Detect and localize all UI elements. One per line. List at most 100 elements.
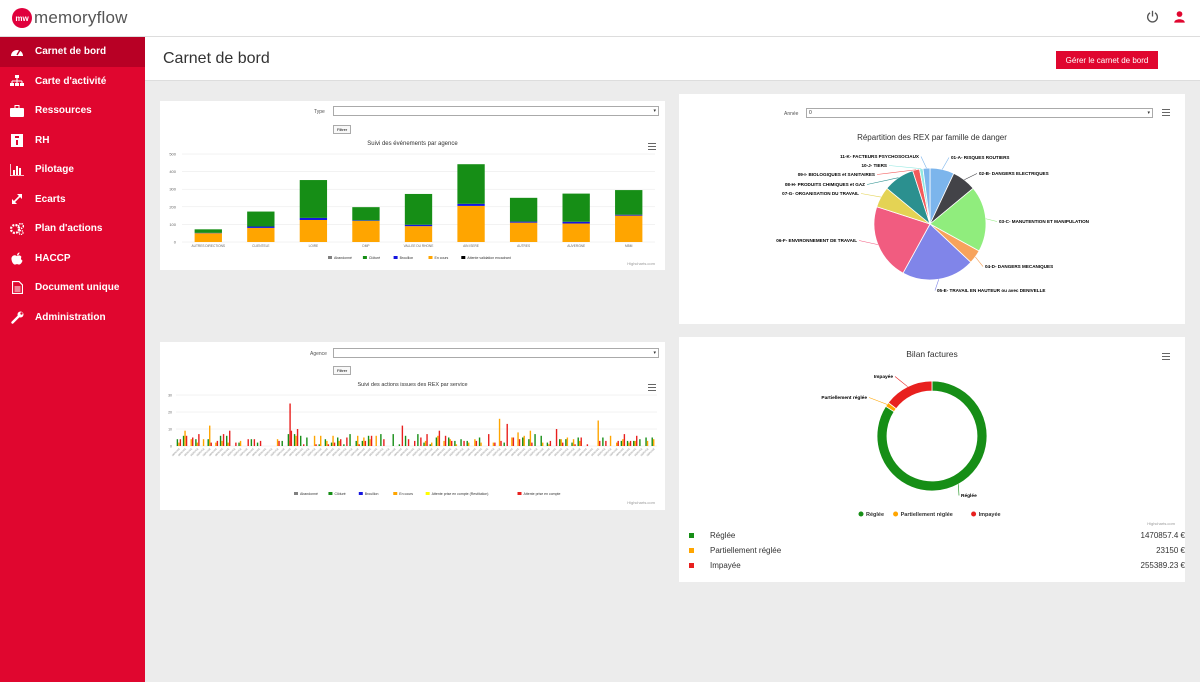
bar <box>475 440 478 446</box>
bar <box>468 442 470 446</box>
rex-danger-panel: Année 0 Répartition des REX par famille … <box>679 94 1185 324</box>
legend-swatch <box>358 492 363 495</box>
filter-button[interactable]: Filtrer <box>333 125 352 134</box>
sidebar-item-plan-actions[interactable]: Plan d'actions <box>0 214 145 244</box>
year-select[interactable]: 0 <box>806 108 1153 118</box>
user-icon[interactable] <box>1173 10 1186 23</box>
sidebar-item-rh[interactable]: RH <box>0 126 145 156</box>
pie-connector <box>941 157 950 170</box>
x-tick-label: MBM <box>625 244 633 248</box>
bar <box>522 437 524 446</box>
x-tick-label: SERVICE <box>369 447 379 457</box>
year-filter-label: Année <box>784 111 799 117</box>
bar <box>226 435 228 446</box>
power-icon[interactable] <box>1146 10 1159 23</box>
invoices-panel: Bilan factures Réglée Partiellement réglé… <box>679 337 1185 582</box>
legend-square <box>689 563 694 568</box>
bar <box>346 437 348 446</box>
bar-segment <box>404 226 433 242</box>
bar <box>202 439 205 446</box>
bar-segment <box>352 207 380 221</box>
type-select[interactable] <box>333 106 659 116</box>
sidebar-item-ressources[interactable]: Ressources <box>0 96 145 126</box>
x-tick-label: SERVICE <box>603 447 613 457</box>
legend-swatch <box>428 256 433 259</box>
bar <box>185 435 188 446</box>
page-header: Carnet de bord Gérer le carnet de bord <box>145 37 1200 81</box>
sidebar-item-administration[interactable]: Administration <box>0 303 145 333</box>
chart-menu-icon[interactable] <box>1162 109 1170 116</box>
bar <box>375 435 377 446</box>
bar <box>523 435 525 446</box>
bar <box>256 442 259 446</box>
bar <box>529 430 532 446</box>
briefcase-icon <box>9 104 25 118</box>
bar <box>417 434 419 446</box>
bar-segment <box>615 190 643 215</box>
bar <box>340 439 342 446</box>
pie-connector <box>888 165 922 169</box>
bar-segment <box>562 193 590 222</box>
sidebar-item-haccp[interactable]: HACCP <box>0 244 145 274</box>
manage-dashboard-button[interactable]: Gérer le carnet de bord <box>1056 51 1158 69</box>
sidebar-item-ecarts[interactable]: Ecarts <box>0 185 145 215</box>
x-tick-label: SERVICE <box>227 447 237 457</box>
x-tick-label: SERVICE <box>171 447 181 457</box>
donut-label: Réglée <box>961 493 977 499</box>
bar <box>444 435 447 446</box>
chart-credits: Highcharts.com <box>627 261 655 266</box>
bar <box>303 444 305 446</box>
filter-button[interactable]: Filtrer <box>333 366 352 375</box>
bar-segment <box>194 233 222 242</box>
legend-label: Impayée <box>979 512 1001 518</box>
x-tick-label: SERVICE <box>381 447 391 457</box>
bar-segment <box>457 205 485 242</box>
logo[interactable]: mw memoryflow <box>12 8 128 28</box>
sidebar-item-pilotage[interactable]: Pilotage <box>0 155 145 185</box>
sidebar-item-document-unique[interactable]: Document unique <box>0 273 145 303</box>
sidebar-item-label: Carnet de bord <box>35 46 107 58</box>
sidebar-item-carte-activite[interactable]: Carte d'activité <box>0 67 145 97</box>
bar <box>620 440 623 446</box>
sidebar-item-label: Carte d'activité <box>35 75 107 87</box>
page-title: Carnet de bord <box>163 50 270 67</box>
y-tick-label: 0 <box>174 240 177 245</box>
x-tick-label: SERVICE <box>621 447 631 457</box>
bar-segment <box>509 197 538 222</box>
pie-connector <box>860 193 881 198</box>
invoice-label: Partiellement réglée <box>710 546 782 555</box>
chart-menu-icon[interactable] <box>648 143 656 150</box>
pie-connector <box>934 279 940 291</box>
invoice-row-partiellement: Partiellement réglée 23150 € <box>689 543 1185 558</box>
bar <box>597 420 599 446</box>
bar <box>645 437 647 446</box>
bar <box>253 439 256 446</box>
bar <box>560 439 562 446</box>
bar <box>363 437 365 446</box>
bar <box>404 435 407 446</box>
bar <box>622 439 624 446</box>
bar <box>287 434 290 446</box>
legend-square <box>689 548 694 553</box>
bar <box>488 434 490 446</box>
chart-menu-icon[interactable] <box>1162 353 1170 360</box>
pie-slice <box>902 223 972 281</box>
bar <box>511 437 513 446</box>
sidebar-item-label: Plan d'actions <box>35 223 103 235</box>
x-tick-label: SERVICE <box>430 447 440 457</box>
bar-segment <box>509 222 538 242</box>
x-tick-label: SERVICE <box>628 447 638 457</box>
sidebar-item-label: HACCP <box>35 252 71 264</box>
x-tick-label: SERVICE <box>473 447 483 457</box>
bar <box>574 444 576 446</box>
invoice-row-reglee: Réglée 1470857.4 € <box>689 528 1185 543</box>
x-tick-label: SERVICE <box>461 447 471 457</box>
bar <box>367 435 370 446</box>
agency-select[interactable] <box>333 348 659 358</box>
bar <box>401 425 404 446</box>
x-tick-label: SERVICE <box>547 447 557 457</box>
legend-label: Brouillon <box>365 492 379 496</box>
sidebar-item-carnet-de-bord[interactable]: Carnet de bord <box>0 37 145 67</box>
bar <box>426 434 428 446</box>
chart-menu-icon[interactable] <box>648 384 656 391</box>
